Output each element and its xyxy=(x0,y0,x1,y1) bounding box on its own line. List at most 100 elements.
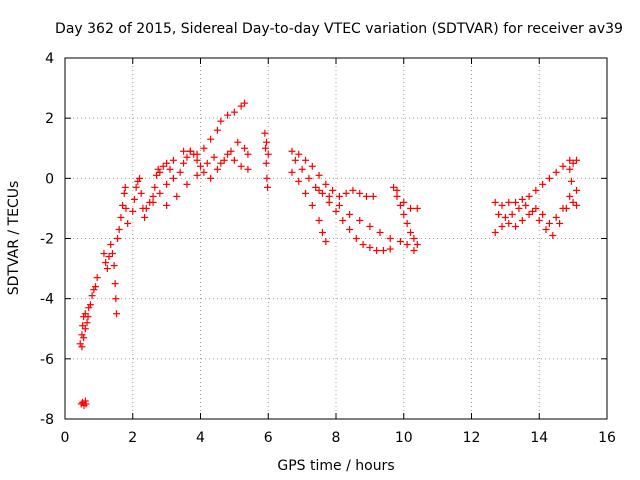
data-point xyxy=(545,219,553,227)
data-point xyxy=(518,216,526,224)
data-point xyxy=(291,156,299,164)
data-point xyxy=(315,171,323,179)
data-point xyxy=(159,162,167,170)
data-point xyxy=(117,213,125,221)
data-point xyxy=(491,228,499,236)
data-point xyxy=(224,150,232,158)
data-point xyxy=(213,165,221,173)
y-tick-label: -2 xyxy=(40,232,54,248)
data-point xyxy=(241,144,249,152)
data-point xyxy=(362,192,370,200)
data-point xyxy=(83,319,91,327)
data-point xyxy=(352,235,360,242)
data-point xyxy=(339,216,347,224)
x-tick-label: 14 xyxy=(530,430,548,446)
data-point xyxy=(129,207,137,215)
data-point xyxy=(308,201,316,209)
data-point xyxy=(390,183,398,191)
data-points xyxy=(76,99,581,409)
data-point xyxy=(556,219,564,227)
data-point xyxy=(539,180,547,188)
data-point xyxy=(120,189,128,197)
data-point xyxy=(193,156,201,164)
data-point xyxy=(342,189,350,197)
data-point xyxy=(573,156,581,164)
data-point xyxy=(400,198,408,206)
data-point xyxy=(315,186,323,194)
data-point xyxy=(393,186,401,194)
data-point xyxy=(103,265,111,273)
data-point xyxy=(121,183,129,191)
data-point xyxy=(244,165,252,173)
data-point xyxy=(217,117,225,125)
data-point xyxy=(369,192,377,200)
data-point xyxy=(200,168,208,176)
data-point xyxy=(386,245,394,253)
x-tick-label: 4 xyxy=(196,430,205,446)
data-point xyxy=(163,180,171,188)
y-axis-label: SDTVAR / TECUs xyxy=(6,181,22,296)
data-point xyxy=(114,235,122,242)
data-point xyxy=(508,210,516,218)
data-point xyxy=(186,147,194,155)
data-point xyxy=(227,147,235,155)
x-tick-label: 10 xyxy=(395,430,413,446)
data-point xyxy=(262,144,270,152)
data-point xyxy=(193,171,201,179)
data-point xyxy=(234,138,242,146)
y-tick-label: -4 xyxy=(40,292,54,308)
data-point xyxy=(288,147,296,155)
data-point xyxy=(163,201,171,209)
data-point xyxy=(122,204,130,212)
data-point xyxy=(376,228,384,236)
data-point xyxy=(295,177,303,185)
data-point xyxy=(142,204,150,212)
data-point xyxy=(407,204,415,212)
data-point xyxy=(220,156,228,164)
data-point xyxy=(349,186,357,194)
data-point xyxy=(193,150,201,158)
data-point xyxy=(173,192,181,200)
data-point xyxy=(210,153,218,161)
data-point xyxy=(501,213,509,221)
data-point xyxy=(366,222,374,230)
data-point xyxy=(498,201,506,209)
data-point xyxy=(308,162,316,170)
data-point xyxy=(562,204,570,212)
data-point xyxy=(329,186,337,194)
data-point xyxy=(318,189,326,197)
data-point xyxy=(335,201,343,209)
data-point xyxy=(322,180,330,188)
data-point xyxy=(542,225,550,233)
data-point xyxy=(152,171,160,179)
data-point xyxy=(169,174,177,182)
data-point xyxy=(230,108,238,116)
data-point xyxy=(567,177,575,185)
data-point xyxy=(505,198,513,206)
data-point xyxy=(512,222,520,230)
data-point xyxy=(115,225,123,233)
data-point xyxy=(491,198,499,206)
data-point xyxy=(332,207,340,215)
data-point xyxy=(156,168,164,176)
data-point xyxy=(237,162,245,170)
data-point xyxy=(183,153,191,161)
data-point xyxy=(119,201,127,209)
data-point xyxy=(539,210,547,218)
data-point xyxy=(346,210,354,218)
data-point xyxy=(91,283,99,291)
data-point xyxy=(403,241,411,249)
data-point xyxy=(356,189,364,197)
data-point xyxy=(295,150,303,158)
data-point xyxy=(261,129,269,137)
data-point xyxy=(335,192,343,200)
data-point xyxy=(407,228,415,236)
data-point xyxy=(137,189,145,197)
data-point xyxy=(108,250,116,258)
data-point xyxy=(413,241,421,249)
data-point xyxy=(515,204,523,212)
data-point xyxy=(112,295,120,303)
data-point xyxy=(82,400,90,408)
data-point xyxy=(84,313,92,321)
data-point xyxy=(559,162,567,170)
